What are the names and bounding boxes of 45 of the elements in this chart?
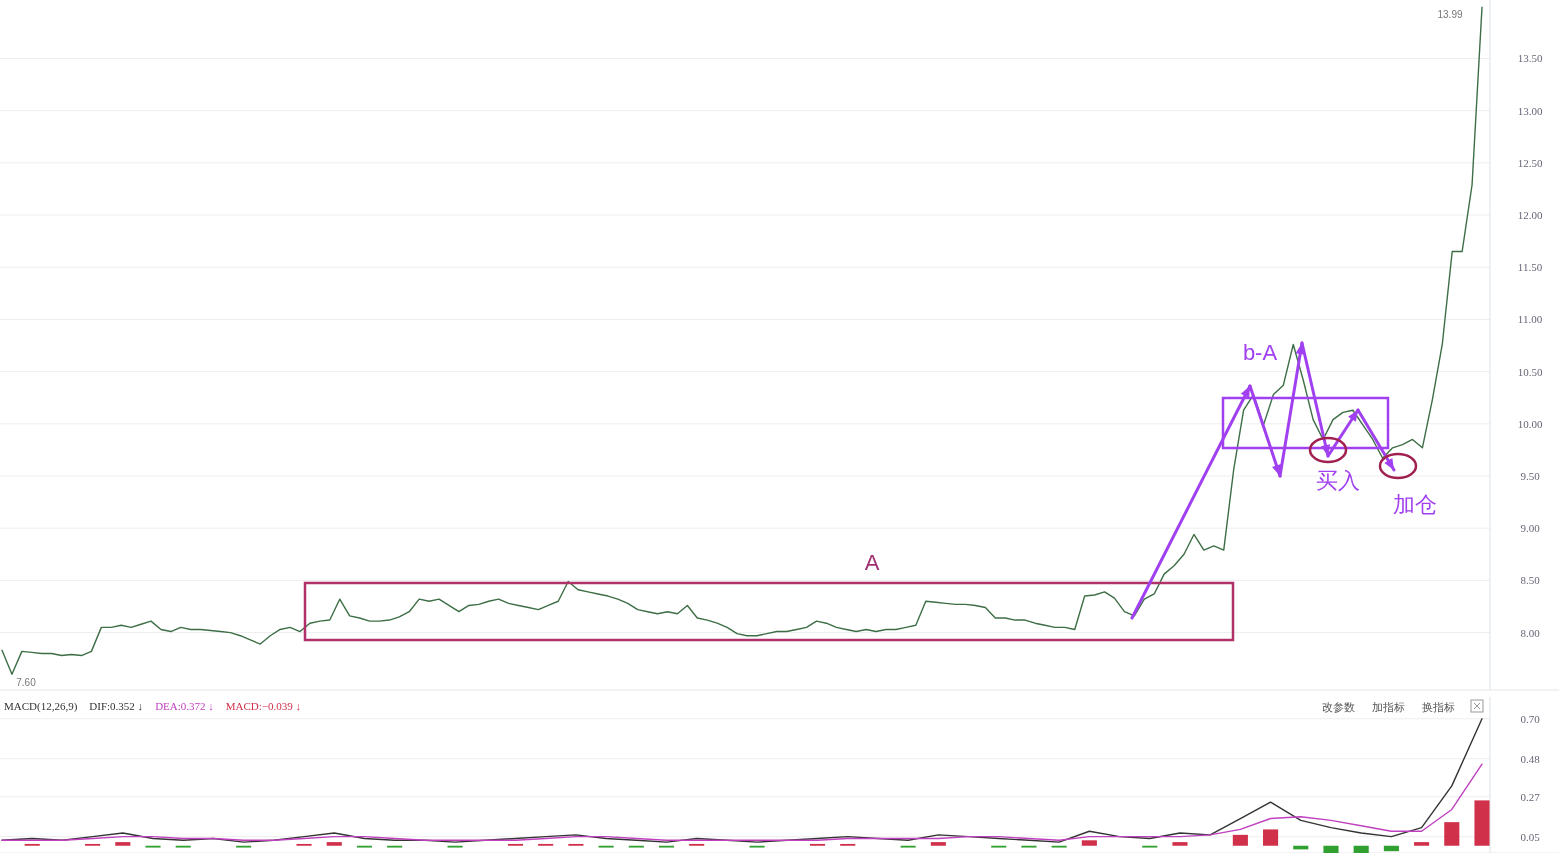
bar [115, 842, 131, 846]
bar [1353, 845, 1369, 853]
text: DEA:0.372 ↓ [155, 700, 214, 712]
y-tick-label: 0.05 [1520, 830, 1541, 843]
annotation: 加指标 [1372, 701, 1405, 713]
bar [1081, 840, 1097, 846]
bar [1444, 822, 1460, 846]
annotation: 13.99 [1437, 9, 1463, 20]
annotation: 7.60 [16, 677, 37, 688]
y-tick-label: 11.50 [1517, 261, 1543, 274]
y-tick-label: 12.00 [1517, 209, 1543, 222]
y-tick-label: 9.50 [1520, 470, 1541, 483]
line-series [1, 763, 1483, 841]
bar [1383, 845, 1399, 852]
text: MACD:−0.039 ↓ [225, 700, 302, 712]
y-tick-label: 0.27 [1520, 790, 1541, 803]
line-series [1, 718, 1483, 843]
bar [1414, 842, 1430, 846]
y-tick-label: 8.50 [1520, 574, 1541, 587]
y-tick-label: 8.00 [1520, 626, 1541, 639]
y-tick-label: 10.00 [1517, 417, 1543, 430]
y-tick-label: 0.70 [1520, 712, 1541, 725]
line-series [1, 6, 1483, 676]
y-tick-label: 9.00 [1520, 522, 1541, 535]
y-tick-label: 10.50 [1517, 365, 1543, 378]
annotation: 买入 [1316, 468, 1360, 493]
annotation: 换指标 [1422, 701, 1455, 713]
bar [930, 842, 946, 846]
annotation: 改参数 [1322, 701, 1355, 713]
bar [326, 842, 342, 846]
annotation: 加仓 [1393, 492, 1437, 517]
bar [1172, 842, 1188, 846]
y-tick-label: 13.00 [1517, 104, 1543, 117]
y-tick-label: 12.50 [1517, 156, 1543, 169]
text: DIF:0.352 ↓ [89, 700, 144, 712]
y-tick-label: 11.00 [1517, 313, 1543, 326]
bar [1323, 845, 1339, 853]
annotation: A [864, 550, 880, 575]
bar [1263, 829, 1279, 846]
annotation: b-A [1242, 340, 1278, 365]
y-tick-label: 13.50 [1517, 52, 1543, 65]
bar [1232, 834, 1248, 846]
bar [1474, 800, 1490, 846]
y-tick-label: 0.48 [1520, 752, 1541, 765]
legend-title: MACD(12,26,9) [4, 700, 78, 713]
